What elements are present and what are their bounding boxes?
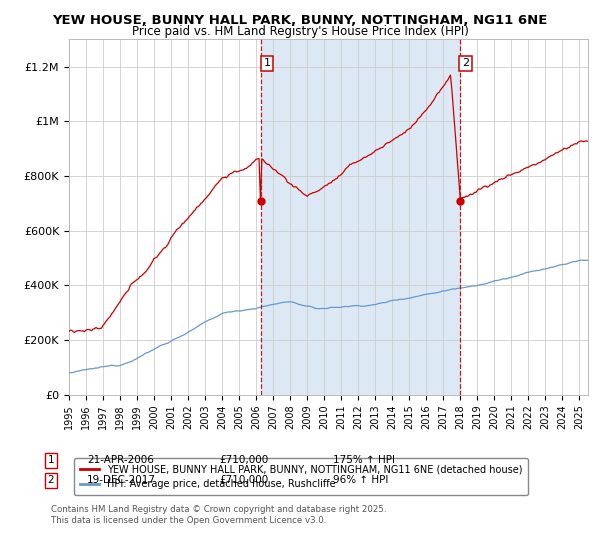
Legend: YEW HOUSE, BUNNY HALL PARK, BUNNY, NOTTINGHAM, NG11 6NE (detached house), HPI: A: YEW HOUSE, BUNNY HALL PARK, BUNNY, NOTTI…	[74, 458, 528, 495]
Text: 21-APR-2006: 21-APR-2006	[87, 455, 154, 465]
Bar	[261, 39, 460, 395]
Text: £710,000: £710,000	[219, 455, 268, 465]
Text: £710,000: £710,000	[219, 475, 268, 486]
Text: 175% ↑ HPI: 175% ↑ HPI	[333, 455, 395, 465]
Text: 1: 1	[263, 58, 271, 68]
Text: Price paid vs. HM Land Registry's House Price Index (HPI): Price paid vs. HM Land Registry's House …	[131, 25, 469, 38]
Text: 2: 2	[462, 58, 469, 68]
Text: 96% ↑ HPI: 96% ↑ HPI	[333, 475, 388, 486]
Text: 19-DEC-2017: 19-DEC-2017	[87, 475, 156, 486]
Text: 1: 1	[47, 455, 55, 465]
Text: YEW HOUSE, BUNNY HALL PARK, BUNNY, NOTTINGHAM, NG11 6NE: YEW HOUSE, BUNNY HALL PARK, BUNNY, NOTTI…	[52, 14, 548, 27]
Text: 2: 2	[47, 475, 55, 486]
Text: Contains HM Land Registry data © Crown copyright and database right 2025.
This d: Contains HM Land Registry data © Crown c…	[51, 505, 386, 525]
